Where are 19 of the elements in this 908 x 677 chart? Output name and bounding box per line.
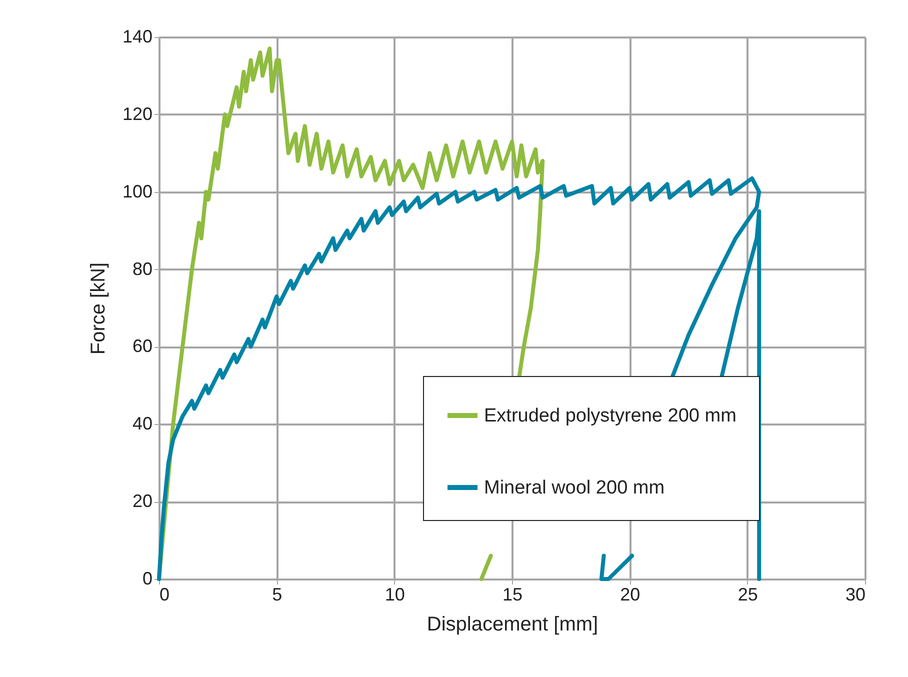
x-tick-label: 5	[272, 584, 282, 604]
y-tick-label: 60	[132, 336, 152, 356]
y-tick-label: 120	[122, 104, 152, 124]
x-tick-label: 20	[620, 584, 640, 604]
x-axis-title: Displacement [mm]	[426, 614, 598, 636]
legend-label: Mineral wool 200 mm	[484, 478, 665, 498]
y-tick-label: 140	[122, 26, 152, 46]
y-tick-label: 100	[122, 181, 152, 202]
x-tick-label: 10	[384, 584, 405, 604]
y-tick-label: 20	[132, 491, 152, 512]
x-tick-label: 25	[738, 584, 758, 604]
x-tick-label: 0	[160, 584, 170, 604]
y-tick-label: 40	[132, 414, 152, 434]
y-tick-label: 0	[142, 568, 152, 588]
x-tick-label: 30	[845, 584, 866, 604]
y-tick-label: 80	[132, 258, 152, 279]
legend-label: Extruded polystyrene 200 mm	[484, 406, 736, 426]
x-tick-label: 15	[502, 584, 523, 604]
y-axis-title: Force [kN]	[87, 262, 110, 355]
